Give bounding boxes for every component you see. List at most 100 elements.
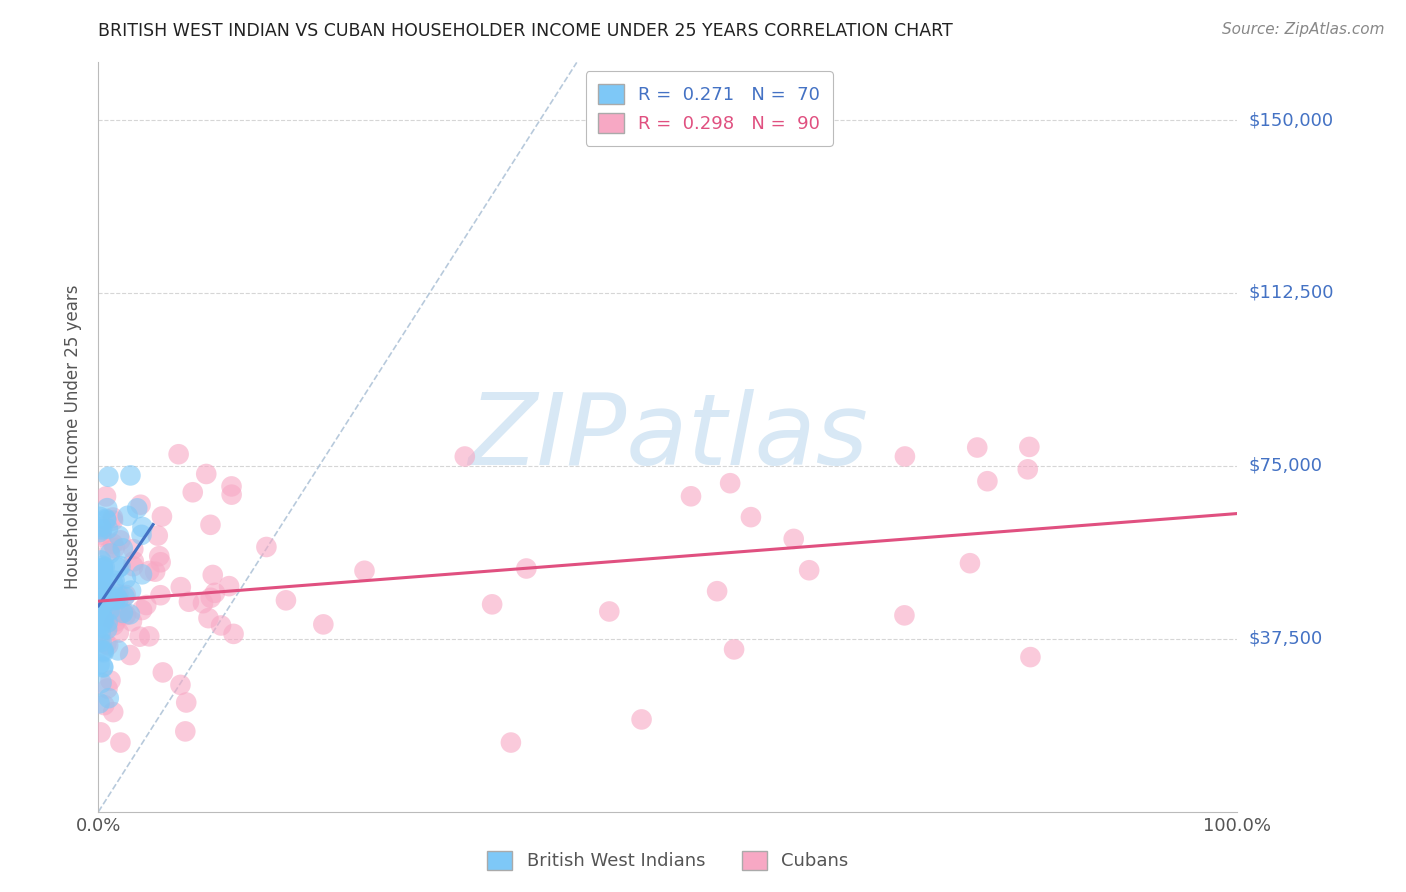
Point <box>122 559 145 574</box>
Point <box>91 660 114 674</box>
Point <box>93 614 115 628</box>
Point <box>170 580 193 594</box>
Point <box>89 579 111 593</box>
Point <box>209 618 232 632</box>
Point <box>131 528 153 542</box>
Point <box>138 564 160 578</box>
Point <box>93 645 115 659</box>
Point <box>89 583 111 598</box>
Point <box>90 579 112 593</box>
Point <box>177 595 200 609</box>
Point <box>97 691 120 706</box>
Point <box>149 555 172 569</box>
Point <box>146 528 169 542</box>
Point <box>100 590 122 604</box>
Point <box>91 562 114 576</box>
Text: Source: ZipAtlas.com: Source: ZipAtlas.com <box>1222 22 1385 37</box>
Point <box>138 629 160 643</box>
Point <box>149 588 172 602</box>
Point <box>143 565 166 579</box>
Point <box>90 584 112 599</box>
Point <box>98 546 121 560</box>
Point <box>98 604 121 618</box>
Point <box>89 591 111 606</box>
Point <box>107 625 129 640</box>
Y-axis label: Householder Income Under 25 years: Householder Income Under 25 years <box>65 285 83 590</box>
Point <box>104 592 127 607</box>
Point <box>152 665 174 680</box>
Point <box>598 605 620 619</box>
Point <box>96 637 118 651</box>
Point <box>97 615 120 630</box>
Text: $150,000: $150,000 <box>1249 112 1333 129</box>
Point <box>167 447 190 461</box>
Point <box>128 630 150 644</box>
Point <box>454 450 477 464</box>
Point <box>117 508 139 523</box>
Point <box>94 490 117 504</box>
Point <box>90 527 112 541</box>
Point <box>107 592 129 607</box>
Point <box>94 573 117 587</box>
Point <box>90 625 112 640</box>
Point <box>353 564 375 578</box>
Point <box>114 590 136 604</box>
Point <box>96 681 118 696</box>
Point <box>481 598 503 612</box>
Point <box>274 593 297 607</box>
Point <box>718 476 741 491</box>
Point <box>90 616 112 631</box>
Point <box>706 584 728 599</box>
Point <box>89 633 111 648</box>
Text: ZIPatlas: ZIPatlas <box>468 389 868 485</box>
Point <box>1018 440 1040 454</box>
Point <box>312 617 335 632</box>
Point <box>97 638 120 652</box>
Point <box>783 532 806 546</box>
Point <box>630 713 652 727</box>
Point <box>97 522 120 536</box>
Text: $112,500: $112,500 <box>1249 284 1334 302</box>
Point <box>103 705 125 719</box>
Point <box>90 635 112 649</box>
Point <box>976 474 998 488</box>
Point <box>1019 650 1042 665</box>
Point <box>103 618 125 632</box>
Point <box>91 522 114 536</box>
Point <box>91 644 114 658</box>
Point <box>104 615 127 629</box>
Point <box>108 529 131 543</box>
Point <box>91 660 114 674</box>
Point <box>118 607 141 622</box>
Point <box>200 517 222 532</box>
Point <box>115 572 138 586</box>
Point <box>200 591 222 605</box>
Point <box>195 467 218 481</box>
Point <box>218 579 240 593</box>
Point <box>122 542 145 557</box>
Point <box>107 561 129 575</box>
Point <box>104 541 127 555</box>
Point <box>197 611 219 625</box>
Point <box>91 601 114 615</box>
Point <box>894 450 917 464</box>
Point <box>131 520 153 534</box>
Point <box>499 735 522 749</box>
Point <box>90 553 112 567</box>
Point <box>93 698 115 713</box>
Point <box>100 673 122 688</box>
Point <box>89 572 111 586</box>
Point <box>96 513 118 527</box>
Point <box>150 509 173 524</box>
Point <box>131 567 153 582</box>
Point <box>129 498 152 512</box>
Point <box>959 556 981 570</box>
Point <box>114 588 136 602</box>
Point <box>96 622 118 636</box>
Point <box>120 648 142 662</box>
Point <box>108 606 131 620</box>
Point <box>799 563 821 577</box>
Point <box>135 598 157 612</box>
Point <box>121 615 143 629</box>
Point <box>221 479 243 493</box>
